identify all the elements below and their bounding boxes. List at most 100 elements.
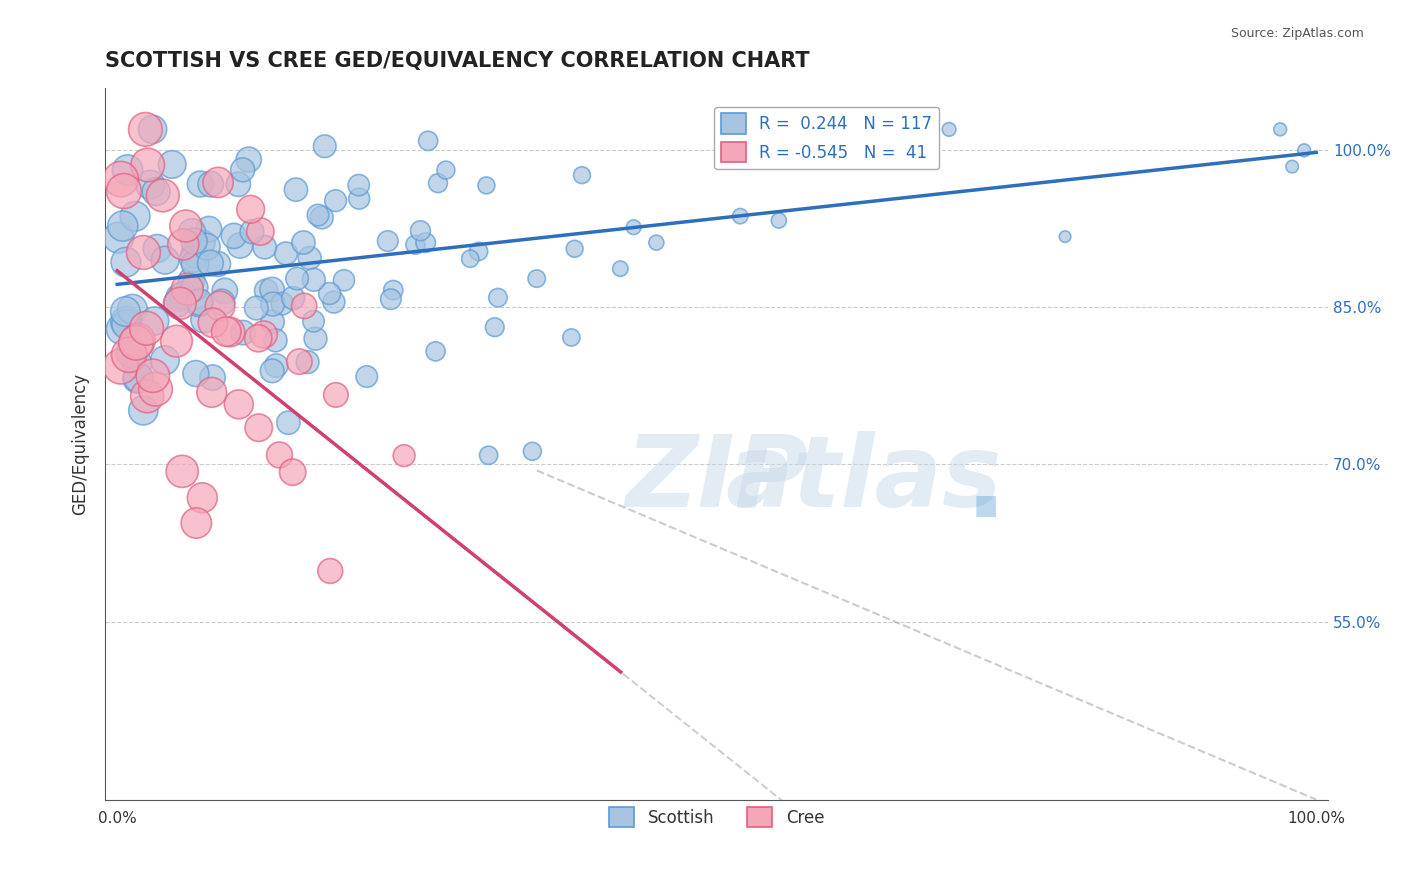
- Point: [121, 302, 143, 317]
- Point: [564, 242, 586, 256]
- Point: [425, 344, 447, 359]
- Point: [938, 122, 960, 136]
- Point: [198, 222, 221, 236]
- Point: [247, 331, 270, 345]
- Point: [214, 284, 236, 298]
- Point: [188, 295, 211, 310]
- Point: [239, 202, 262, 217]
- Point: [180, 273, 202, 287]
- Point: [356, 369, 378, 384]
- Point: [229, 238, 252, 252]
- Point: [181, 252, 204, 266]
- Point: [191, 491, 214, 505]
- Y-axis label: GED/Equivalency: GED/Equivalency: [72, 373, 89, 515]
- Point: [560, 330, 582, 344]
- Point: [333, 273, 356, 287]
- Point: [1294, 144, 1316, 158]
- Text: atlas: atlas: [725, 431, 1001, 528]
- Point: [115, 318, 138, 332]
- Point: [347, 192, 370, 206]
- Point: [135, 321, 157, 335]
- Point: [176, 282, 198, 296]
- Point: [232, 326, 254, 340]
- Point: [115, 255, 138, 269]
- Point: [307, 208, 329, 222]
- Point: [222, 229, 245, 244]
- Point: [209, 299, 232, 313]
- Text: Source: ZipAtlas.com: Source: ZipAtlas.com: [1230, 27, 1364, 40]
- Point: [127, 371, 149, 385]
- Point: [264, 334, 287, 348]
- Point: [172, 237, 194, 252]
- Point: [228, 178, 250, 192]
- Point: [434, 163, 457, 178]
- Point: [187, 296, 209, 310]
- Point: [253, 240, 276, 254]
- Point: [153, 353, 176, 368]
- Point: [142, 368, 165, 383]
- Point: [193, 313, 215, 327]
- Point: [169, 290, 191, 304]
- Point: [277, 416, 299, 430]
- Point: [285, 271, 308, 285]
- Point: [281, 465, 304, 479]
- Point: [186, 516, 208, 530]
- Point: [609, 261, 631, 276]
- Point: [484, 320, 506, 334]
- Point: [319, 564, 342, 578]
- Point: [247, 420, 270, 434]
- Point: [266, 359, 288, 373]
- Point: [262, 364, 284, 378]
- Point: [253, 327, 276, 342]
- Point: [146, 242, 169, 256]
- Point: [172, 464, 194, 478]
- Point: [134, 122, 156, 136]
- Point: [174, 219, 197, 233]
- Point: [292, 235, 315, 250]
- Point: [143, 314, 166, 328]
- Text: ZIP: ZIP: [626, 431, 808, 528]
- Point: [127, 334, 149, 348]
- Text: .: .: [965, 433, 1007, 540]
- Point: [254, 284, 277, 298]
- Point: [526, 271, 548, 285]
- Point: [392, 449, 415, 463]
- Point: [201, 385, 224, 400]
- Point: [283, 291, 305, 305]
- Point: [111, 322, 134, 336]
- Point: [245, 301, 267, 315]
- Point: [145, 185, 167, 199]
- Point: [1270, 122, 1292, 136]
- Point: [318, 286, 340, 301]
- Text: SCOTTISH VS CREE GED/EQUIVALENCY CORRELATION CHART: SCOTTISH VS CREE GED/EQUIVALENCY CORRELA…: [105, 51, 810, 70]
- Point: [382, 283, 405, 297]
- Point: [181, 225, 204, 239]
- Point: [201, 316, 224, 330]
- Point: [207, 176, 229, 190]
- Point: [292, 299, 315, 313]
- Point: [467, 244, 489, 259]
- Point: [262, 297, 284, 311]
- Point: [110, 172, 132, 186]
- Point: [115, 315, 138, 329]
- Point: [404, 237, 426, 252]
- Point: [1054, 229, 1077, 244]
- Point: [191, 235, 214, 250]
- Point: [132, 403, 155, 417]
- Point: [184, 257, 207, 271]
- Point: [211, 295, 233, 310]
- Point: [118, 348, 141, 362]
- Point: [111, 219, 134, 233]
- Point: [127, 357, 149, 371]
- Point: [304, 332, 326, 346]
- Point: [238, 153, 260, 167]
- Point: [478, 448, 501, 462]
- Point: [1281, 160, 1303, 174]
- Point: [110, 359, 132, 374]
- Point: [132, 245, 155, 260]
- Point: [325, 388, 347, 402]
- Point: [169, 296, 191, 310]
- Legend: Scottish, Cree: Scottish, Cree: [602, 800, 831, 834]
- Point: [269, 448, 291, 462]
- Point: [262, 283, 284, 297]
